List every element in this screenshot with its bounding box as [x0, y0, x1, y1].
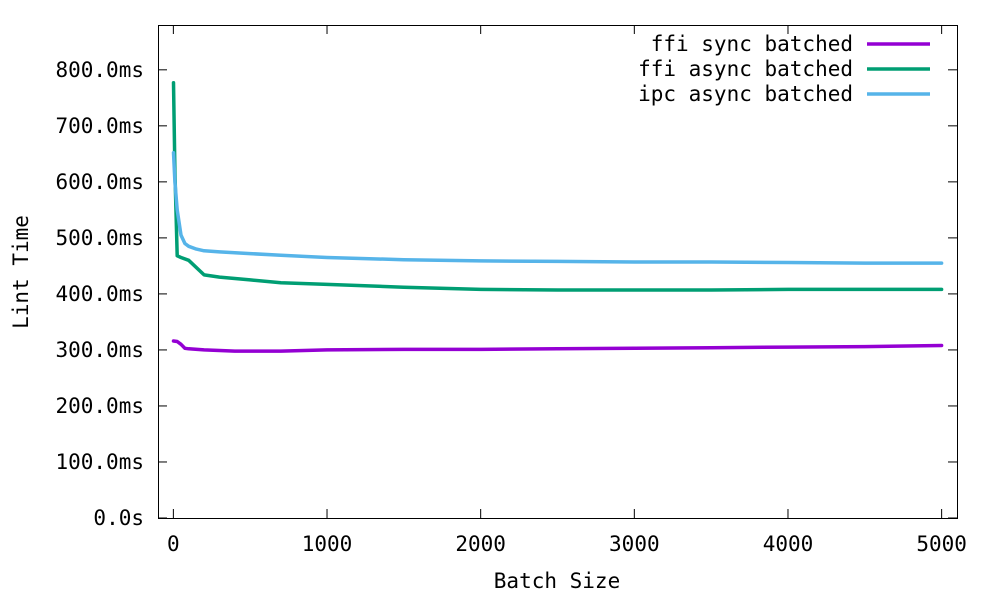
y-tick-label: 500.0ms — [55, 226, 144, 250]
y-tick-label: 0.0s — [93, 506, 144, 530]
y-tick-label: 700.0ms — [55, 114, 144, 138]
plot-series — [171, 80, 944, 353]
x-tick-label: 3000 — [609, 532, 660, 556]
x-tick-label: 4000 — [763, 532, 814, 556]
y-axis-label: Lint Time — [9, 215, 33, 329]
x-tick-label: 5000 — [916, 532, 967, 556]
x-tick-label: 1000 — [302, 532, 353, 556]
y-tick-label: 200.0ms — [55, 394, 144, 418]
legend-label: ipc async batched — [638, 82, 853, 106]
y-axis-ticks: 0.0s 100.0ms 200.0ms 300.0ms 400.0ms 500.0ms 6… — [55, 58, 957, 530]
y-tick-label: 600.0ms — [55, 170, 144, 194]
x-axis-ticks: 0 1000 2000 3000 4000 5000 — [167, 25, 967, 556]
y-tick-label: 300.0ms — [55, 338, 144, 362]
x-tick-label: 0 — [167, 532, 180, 556]
x-tick-label: 2000 — [455, 532, 506, 556]
y-tick-label: 800.0ms — [55, 58, 144, 82]
series-line-1 — [171, 339, 944, 353]
y-tick-label: 400.0ms — [55, 282, 144, 306]
y-tick-label: 100.0ms — [55, 450, 144, 474]
series-line-3 — [171, 150, 944, 265]
x-axis-label: Batch Size — [494, 569, 620, 593]
series-line-2 — [171, 80, 944, 292]
legend-label: ffi async batched — [638, 57, 853, 81]
legend-label: ffi sync batched — [651, 32, 853, 56]
plot-frame — [158, 25, 958, 519]
